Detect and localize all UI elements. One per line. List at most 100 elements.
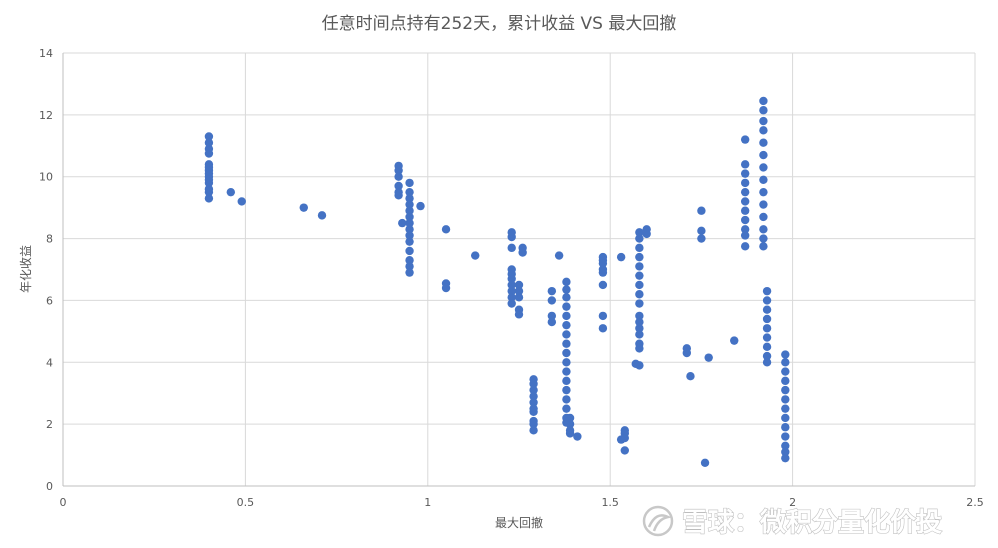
- x-tick-label: 1: [424, 496, 431, 509]
- data-point: [507, 286, 516, 296]
- data-point: [237, 197, 246, 206]
- data-point: [204, 149, 214, 158]
- data-point: [204, 132, 214, 141]
- data-point: [740, 197, 750, 206]
- data-point: [759, 138, 768, 147]
- data-point: [204, 187, 214, 197]
- x-axis-title: 最大回撤: [495, 515, 543, 530]
- snowball-logo-icon: [642, 505, 674, 537]
- data-point: [405, 231, 414, 240]
- data-point: [562, 358, 571, 367]
- data-point: [759, 116, 768, 126]
- data-point: [562, 302, 571, 311]
- y-tick-label: 14: [39, 47, 53, 60]
- data-point: [394, 191, 403, 200]
- data-point: [394, 166, 403, 175]
- data-point: [762, 333, 772, 342]
- data-point: [759, 106, 768, 115]
- data-point: [507, 299, 516, 308]
- data-point: [405, 212, 414, 222]
- data-point: [405, 218, 414, 228]
- data-point: [562, 385, 571, 395]
- data-point: [740, 178, 750, 188]
- data-point: [759, 175, 768, 185]
- data-point: [762, 296, 772, 305]
- y-tick-label: 6: [46, 294, 53, 307]
- data-point: [507, 280, 516, 290]
- data-point: [405, 262, 414, 271]
- data-point: [204, 138, 214, 147]
- data-point: [471, 251, 480, 260]
- data-point: [547, 296, 557, 305]
- data-point: [598, 311, 608, 321]
- data-point: [405, 194, 414, 203]
- data-point: [204, 163, 214, 172]
- data-point: [507, 232, 516, 242]
- data-point: [759, 200, 768, 209]
- data-point: [635, 290, 644, 299]
- data-point: [762, 286, 772, 296]
- data-point: [759, 96, 768, 106]
- data-point: [562, 285, 571, 294]
- data-point: [635, 280, 644, 290]
- y-tick-label: 12: [39, 109, 53, 122]
- data-point: [781, 441, 790, 450]
- data-point: [759, 234, 768, 243]
- data-point: [759, 187, 768, 197]
- axes: [62, 53, 975, 487]
- data-points: [204, 96, 790, 468]
- data-point: [762, 305, 772, 314]
- data-point: [759, 242, 768, 251]
- data-point: [299, 203, 308, 212]
- data-point: [642, 229, 651, 239]
- data-point: [740, 160, 750, 169]
- data-point: [620, 446, 629, 455]
- data-point: [405, 268, 414, 277]
- data-point: [405, 187, 414, 197]
- data-point: [562, 395, 571, 404]
- data-point: [562, 339, 571, 348]
- data-point: [762, 342, 772, 352]
- x-tick-label: 2: [789, 496, 796, 509]
- data-point: [781, 447, 790, 457]
- data-point: [635, 252, 644, 262]
- data-point: [514, 293, 524, 302]
- tick-labels: 0 2 4 6 8 10 12 14 0 0.5 1 1.5 2 2.5: [39, 47, 984, 509]
- y-tick-label: 0: [46, 480, 53, 493]
- data-point: [405, 206, 414, 215]
- data-point: [204, 169, 214, 178]
- data-point: [781, 432, 790, 441]
- data-point: [686, 372, 695, 381]
- data-point: [562, 376, 571, 386]
- data-point: [405, 200, 414, 209]
- y-tick-label: 4: [46, 356, 53, 369]
- data-point: [394, 181, 403, 191]
- data-point: [635, 324, 644, 333]
- data-point: [620, 433, 629, 443]
- data-point: [226, 187, 236, 197]
- data-point: [740, 231, 750, 240]
- data-point: [562, 348, 571, 358]
- data-point: [529, 426, 538, 435]
- data-point: [529, 407, 538, 416]
- gridlines: [62, 52, 976, 487]
- y-axis-title: 年化收益: [19, 245, 33, 293]
- data-point: [697, 206, 706, 215]
- data-point: [781, 385, 790, 395]
- data-point: [529, 398, 538, 407]
- x-tick-label: 0.5: [237, 496, 255, 509]
- data-point: [514, 280, 524, 290]
- data-point: [598, 268, 608, 277]
- data-point: [682, 348, 692, 358]
- data-point: [740, 206, 750, 215]
- data-point: [635, 311, 644, 321]
- data-point: [616, 252, 626, 262]
- data-point: [529, 419, 538, 429]
- data-point: [781, 350, 790, 359]
- data-point: [573, 432, 582, 441]
- chart-title: 任意时间点持有252天，累计收益 VS 最大回撤: [322, 14, 677, 34]
- x-tick-label: 0: [60, 496, 67, 509]
- y-tick-label: 8: [46, 233, 53, 246]
- data-point: [204, 175, 214, 185]
- data-point: [635, 234, 644, 243]
